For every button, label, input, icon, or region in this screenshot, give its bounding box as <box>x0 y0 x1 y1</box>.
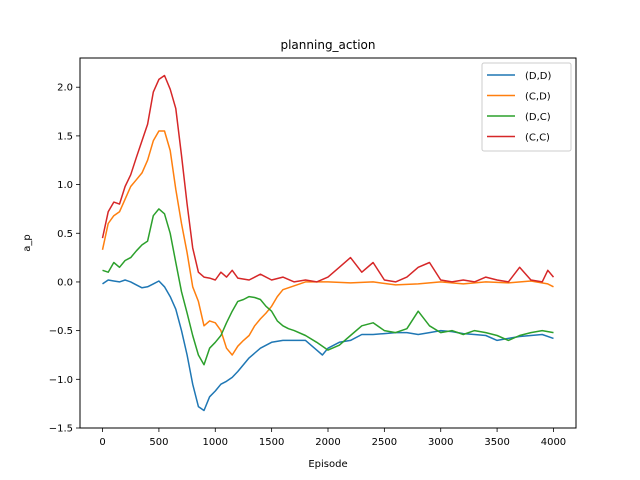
x-tick-label: 3000 <box>428 437 453 448</box>
x-axis-label: Episode <box>308 459 347 470</box>
y-tick-label: −1.5 <box>49 424 73 435</box>
x-tick-label: 1000 <box>203 437 228 448</box>
legend-label: (D,D) <box>525 71 551 82</box>
x-axis-ticks: 0 500 1000 1500 2000 2500 3000 3500 4000 <box>99 428 566 448</box>
legend-box <box>481 62 572 152</box>
legend-label: (D,C) <box>525 112 551 123</box>
x-tick-label: 4000 <box>541 437 566 448</box>
y-tick-label: 2.0 <box>57 83 73 94</box>
y-tick-label: −1.0 <box>49 375 73 386</box>
x-tick-label: 0 <box>99 437 105 448</box>
series-line <box>102 208 554 366</box>
y-tick-label: 1.5 <box>57 131 73 142</box>
legend-label: (C,C) <box>525 133 550 144</box>
y-axis-label: a_p <box>22 234 33 251</box>
chart-title: planning_action <box>280 38 375 52</box>
y-tick-label: 1.0 <box>57 180 73 191</box>
y-tick-label: −0.5 <box>49 326 73 337</box>
x-tick-label: 3500 <box>484 437 509 448</box>
legend-label: (C,D) <box>525 92 551 103</box>
x-tick-label: 2500 <box>372 437 397 448</box>
legend: (D,D) (C,D) (D,C) (C,C) <box>481 62 572 152</box>
y-tick-label: 0.0 <box>57 277 73 288</box>
series-line <box>101 130 554 356</box>
series-line <box>101 74 555 283</box>
series-layer <box>101 74 555 412</box>
x-tick-label: 500 <box>149 437 168 448</box>
y-axis-ticks: −1.5 −1.0 −0.5 0.0 0.5 1.0 1.5 2.0 <box>49 83 80 435</box>
x-tick-label: 1500 <box>259 437 284 448</box>
y-tick-label: 0.5 <box>57 229 73 240</box>
x-tick-label: 2000 <box>315 437 340 448</box>
